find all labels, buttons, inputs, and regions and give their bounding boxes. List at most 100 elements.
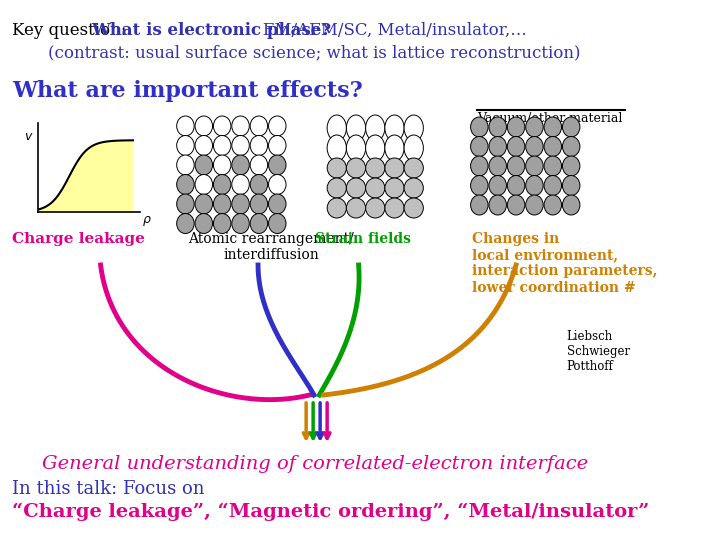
Circle shape xyxy=(471,137,488,157)
Circle shape xyxy=(544,176,562,195)
Ellipse shape xyxy=(327,115,346,141)
Circle shape xyxy=(213,116,231,136)
Ellipse shape xyxy=(346,115,366,141)
Circle shape xyxy=(250,155,268,175)
Circle shape xyxy=(213,213,231,233)
Circle shape xyxy=(544,156,562,176)
Circle shape xyxy=(232,194,249,214)
Circle shape xyxy=(508,156,525,176)
Circle shape xyxy=(232,213,249,233)
Circle shape xyxy=(269,116,286,136)
Circle shape xyxy=(176,136,194,156)
Circle shape xyxy=(562,117,580,137)
Text: Atomic rearrangement/: Atomic rearrangement/ xyxy=(188,232,354,246)
Ellipse shape xyxy=(327,178,346,198)
Text: General understanding of correlated-electron interface: General understanding of correlated-elec… xyxy=(42,455,588,473)
Text: Charge leakage: Charge leakage xyxy=(12,232,145,246)
Circle shape xyxy=(195,155,212,175)
Circle shape xyxy=(508,195,525,215)
Circle shape xyxy=(176,174,194,194)
Circle shape xyxy=(544,137,562,157)
Circle shape xyxy=(213,155,231,175)
Text: “Charge leakage”, “Magnetic ordering”, “Metal/insulator”: “Charge leakage”, “Magnetic ordering”, “… xyxy=(12,503,649,521)
Circle shape xyxy=(526,195,543,215)
Circle shape xyxy=(269,136,286,156)
Circle shape xyxy=(526,156,543,176)
Circle shape xyxy=(176,194,194,214)
Circle shape xyxy=(176,155,194,175)
Ellipse shape xyxy=(366,198,385,218)
Ellipse shape xyxy=(385,135,404,161)
Circle shape xyxy=(526,176,543,195)
Text: What is electronic phase?: What is electronic phase? xyxy=(91,22,331,39)
Ellipse shape xyxy=(385,115,404,141)
Ellipse shape xyxy=(404,135,423,161)
Ellipse shape xyxy=(404,198,423,218)
Ellipse shape xyxy=(327,135,346,161)
Circle shape xyxy=(250,116,268,136)
Ellipse shape xyxy=(327,198,346,218)
Circle shape xyxy=(176,116,194,136)
Ellipse shape xyxy=(346,135,366,161)
Circle shape xyxy=(195,136,212,156)
Circle shape xyxy=(269,155,286,175)
Circle shape xyxy=(508,137,525,157)
Circle shape xyxy=(562,137,580,157)
Circle shape xyxy=(269,194,286,214)
Circle shape xyxy=(471,195,488,215)
Circle shape xyxy=(471,117,488,137)
Circle shape xyxy=(195,213,212,233)
Circle shape xyxy=(526,137,543,157)
Ellipse shape xyxy=(366,115,385,141)
Ellipse shape xyxy=(327,158,346,178)
Circle shape xyxy=(250,213,268,233)
Text: In this talk: Focus on: In this talk: Focus on xyxy=(12,480,204,498)
Circle shape xyxy=(544,195,562,215)
Ellipse shape xyxy=(404,115,423,141)
Circle shape xyxy=(195,174,212,194)
Circle shape xyxy=(269,174,286,194)
Text: interdiffusion: interdiffusion xyxy=(223,248,319,262)
Circle shape xyxy=(489,156,506,176)
Circle shape xyxy=(489,137,506,157)
Ellipse shape xyxy=(366,178,385,198)
Circle shape xyxy=(489,117,506,137)
Text: Vacuum/other material: Vacuum/other material xyxy=(477,112,622,125)
Ellipse shape xyxy=(404,158,423,178)
Circle shape xyxy=(562,195,580,215)
Text: Key question:: Key question: xyxy=(12,22,132,39)
Ellipse shape xyxy=(385,158,404,178)
Circle shape xyxy=(232,155,249,175)
Circle shape xyxy=(562,156,580,176)
Text: Changes in
local environment,
interaction parameters,
lower coordination #: Changes in local environment, interactio… xyxy=(472,232,657,295)
Text: Liebsch
Schwieger
Potthoff: Liebsch Schwieger Potthoff xyxy=(567,330,630,373)
Circle shape xyxy=(471,176,488,195)
Circle shape xyxy=(232,136,249,156)
Text: Strain fields: Strain fields xyxy=(315,232,411,246)
Ellipse shape xyxy=(385,198,404,218)
Circle shape xyxy=(232,116,249,136)
Circle shape xyxy=(544,117,562,137)
Circle shape xyxy=(489,195,506,215)
Text: (contrast: usual surface science; what is lattice reconstruction): (contrast: usual surface science; what i… xyxy=(48,44,580,61)
Circle shape xyxy=(213,194,231,214)
Ellipse shape xyxy=(366,135,385,161)
Circle shape xyxy=(213,136,231,156)
Circle shape xyxy=(250,174,268,194)
Circle shape xyxy=(195,194,212,214)
Circle shape xyxy=(250,194,268,214)
Ellipse shape xyxy=(346,198,366,218)
Text: $\rho$: $\rho$ xyxy=(142,214,151,228)
Circle shape xyxy=(562,176,580,195)
Circle shape xyxy=(195,116,212,136)
Ellipse shape xyxy=(346,158,366,178)
Circle shape xyxy=(232,174,249,194)
Ellipse shape xyxy=(404,178,423,198)
Text: What are important effects?: What are important effects? xyxy=(12,80,363,102)
Ellipse shape xyxy=(385,178,404,198)
Circle shape xyxy=(213,174,231,194)
Polygon shape xyxy=(40,140,133,212)
Ellipse shape xyxy=(346,178,366,198)
Circle shape xyxy=(471,156,488,176)
Circle shape xyxy=(508,176,525,195)
